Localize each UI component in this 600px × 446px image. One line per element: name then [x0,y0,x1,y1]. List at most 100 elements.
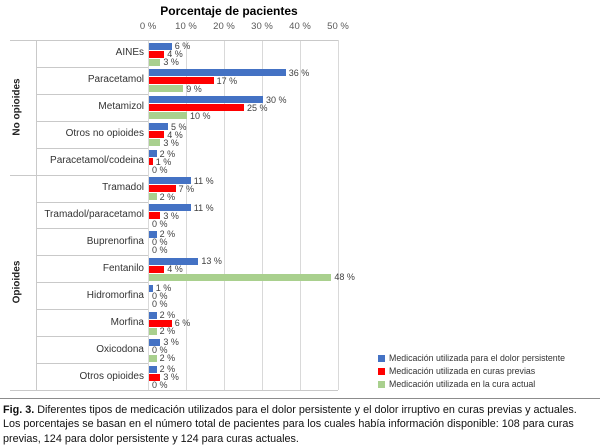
bar [149,85,184,93]
category-label: Hidromorfina [86,289,144,301]
gridline [186,40,187,390]
figure-caption: Fig. 3. Diferentes tipos de medicación ut… [3,403,597,446]
value-label: 2 % [159,353,176,364]
category-label: AINEs [115,47,144,59]
group-label: No opioides [11,78,23,136]
legend: Medicación utilizada para el dolor persi… [378,353,598,395]
value-label: 0 % [152,291,168,302]
gridline [262,40,263,390]
bar [149,230,157,238]
legend-swatch [378,354,385,362]
value-label: 7 % [178,183,195,194]
value-label: 1 % [155,283,172,294]
group-label: Opioides [11,260,23,304]
category-separator [36,255,148,257]
axis-top-line [10,40,338,41]
category-label: Paracetamol [87,74,144,86]
bar [149,338,161,346]
value-label: 13 % [201,256,222,267]
value-label: 0 % [152,345,168,356]
category-separator [36,282,148,284]
bar [149,265,165,273]
bar [149,319,172,327]
figure-label: Fig. 3. [3,404,35,416]
category-label: Paracetamol/codeina [50,155,144,167]
value-label: 2 % [159,148,176,159]
legend-label: Medicación utilizada para el dolor persi… [389,353,566,363]
value-label: 2 % [159,191,176,202]
bar [149,327,157,335]
bar [149,311,157,319]
bar [149,204,191,212]
axis-divider [36,40,37,390]
bar [149,354,157,362]
category-label: Tramadol [102,182,144,194]
legend-swatch [378,380,385,388]
value-label: 6 % [174,318,191,329]
legend-label: Medicación utilizada en la cura actual [389,379,536,389]
bar [149,177,191,185]
value-label: 4 % [167,49,183,59]
axis-tick-label: 50 % [327,21,349,32]
bar [149,104,244,112]
bar [149,365,157,373]
category-separator [36,147,148,149]
category-separator [36,336,148,338]
legend-label: Medicación utilizada en curas previas [389,366,536,376]
value-label: 0 % [152,218,168,229]
value-label: 3 % [163,210,179,221]
bar [149,273,332,281]
bar [149,257,199,265]
value-label: 48 % [334,272,355,283]
legend-item: Medicación utilizada en curas previas [378,366,535,376]
bar-chart: Porcentaje de pacientes 0 % 10 % 20 % 30 % 4… [10,4,598,395]
bar [149,158,153,166]
value-label: 11 % [193,175,214,186]
gridline [224,40,225,390]
value-label: 0 % [152,164,168,175]
bar [149,284,153,292]
bar [149,185,176,193]
value-label: 11 % [193,202,214,213]
axis-tick-label: 20 % [213,21,235,32]
category-separator [36,309,148,311]
category-separator [36,228,148,230]
category-label: Tramadol/paracetamol [44,209,144,220]
bar [149,212,161,220]
value-label: 0 % [152,380,168,391]
caption-text: Diferentes tipos de medicación utilizado… [3,404,577,445]
value-label: 1 % [155,156,172,167]
bar [149,112,187,120]
bar [149,96,263,104]
gridline [338,40,339,390]
category-separator [36,363,148,365]
category-label: Otros no opioides [65,128,144,140]
bar [149,42,172,50]
caption-divider [0,398,600,399]
legend-item: Medicación utilizada para el dolor persi… [378,353,565,363]
value-label: 25 % [247,102,268,113]
bar [149,58,161,66]
value-label: 36 % [288,67,310,78]
value-label: 17 % [216,75,238,86]
value-label: 0 % [152,299,168,310]
category-separator [36,93,148,95]
bar [149,77,214,85]
axis-tick-label: 30 % [251,21,273,32]
value-label: 2 % [159,364,176,375]
category-label: Fentanilo [102,262,144,274]
value-label: 3 % [163,57,179,67]
value-label: 3 % [163,137,179,148]
bar [149,123,168,131]
bar [149,50,165,58]
value-label: 30 % [266,94,287,105]
value-label: 3 % [163,372,179,383]
value-label: 0 % [152,237,168,248]
axis-tick-label: 10 % [175,21,197,32]
category-separator [36,120,148,122]
value-label: 4 % [167,129,183,140]
bar [149,139,161,147]
category-separator [36,66,148,68]
chart-title: Porcentaje de pacientes [160,4,298,18]
